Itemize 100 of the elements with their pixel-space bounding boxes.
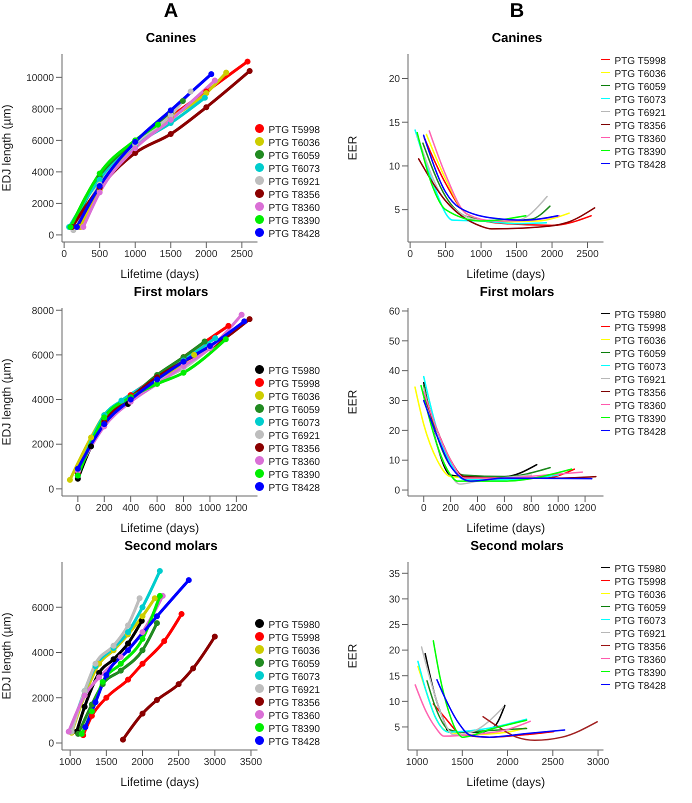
x-tick-label: 400 <box>469 503 486 514</box>
x-tick-label: 800 <box>175 503 192 514</box>
chart-title: Second molars <box>123 538 219 555</box>
y-tick-label: 15 <box>388 118 400 129</box>
y-tick-label: 10 <box>388 696 400 708</box>
y-tick-label: 20 <box>388 74 400 86</box>
legend-label: PTG T5980 <box>268 620 320 631</box>
legend-label: PTG T8356 <box>614 388 666 399</box>
y-axis-title: EDJ length (µm) <box>0 612 14 700</box>
legend-label: PTG T5998 <box>268 633 320 644</box>
y-tick-label: 60 <box>388 306 400 318</box>
y-tick-label: 10 <box>388 456 400 467</box>
legend-label: PTG T8360 <box>268 711 320 722</box>
legend-label: PTG T5998 <box>614 577 666 588</box>
x-tick-label: 2500 <box>576 249 600 260</box>
legend-label: PTG T8356 <box>614 642 666 653</box>
x-tick-label: 1500 <box>160 249 182 260</box>
y-axis-title: EDJ length (µm) <box>0 358 14 446</box>
y-tick-label: 50 <box>388 336 400 348</box>
y-axis-title: EER <box>345 643 360 668</box>
legend-label: PTG T8360 <box>614 655 666 666</box>
legend-label: PTG T6036 <box>614 69 666 80</box>
legend-label: PTG T6073 <box>268 672 320 683</box>
x-tick-label: 2500 <box>230 249 254 260</box>
y-tick-label: 0 <box>394 486 400 497</box>
legend-label: PTG T8360 <box>614 401 666 412</box>
y-tick-label: 0 <box>48 738 54 750</box>
legend-label: PTG T6036 <box>268 138 320 149</box>
legend-label: PTG T6036 <box>268 392 320 403</box>
x-tick-label: 1000 <box>59 757 82 768</box>
x-tick-label: 0 <box>75 503 82 514</box>
legend-label: PTG T6059 <box>614 349 666 360</box>
legend-label: PTG T6059 <box>268 659 320 670</box>
y-tick-label: 0 <box>48 484 54 496</box>
y-tick-label: 5 <box>394 205 400 216</box>
x-tick-label: 800 <box>522 503 540 514</box>
x-tick-label: 0 <box>420 503 427 514</box>
x-tick-label: 600 <box>496 503 514 514</box>
x-tick-label: 1000 <box>406 757 429 768</box>
y-tick-label: 6000 <box>32 350 54 362</box>
y-tick-label: 8000 <box>32 306 54 317</box>
legend-label: PTG T6059 <box>268 151 320 162</box>
text: A <box>162 0 180 23</box>
legend-label: PTG T6059 <box>268 405 320 416</box>
legend-label: PTG T5980 <box>268 366 320 377</box>
x-axis-title: Lifetime (days) <box>466 775 546 789</box>
y-tick-label: 30 <box>388 396 400 408</box>
y-tick-label: 6000 <box>32 602 54 614</box>
x-tick-label: 1200 <box>225 503 248 514</box>
x-axis-title: Lifetime (days) <box>466 267 546 281</box>
legend-label: PTG T6921 <box>614 629 666 640</box>
legend-label: PTG T6073 <box>614 616 666 627</box>
y-tick-label: 15 <box>388 671 400 682</box>
legend-label: PTG T8428 <box>268 229 320 240</box>
x-axis-title: Lifetime (days) <box>120 775 200 789</box>
y-axis-title: EER <box>345 389 360 414</box>
y-tick-label: 4000 <box>32 648 54 660</box>
x-tick-label: 600 <box>148 503 166 514</box>
legend-label: PTG T8390 <box>268 470 320 481</box>
legend-label: PTG T6073 <box>614 95 666 106</box>
x-tick-label: 2500 <box>168 757 190 768</box>
legend-label: PTG T6073 <box>268 164 320 175</box>
y-tick-label: 20 <box>388 426 400 437</box>
x-axis-title: Lifetime (days) <box>120 267 200 281</box>
y-tick-label: 30 <box>388 594 400 606</box>
legend-label: PTG T8356 <box>268 698 320 709</box>
x-tick-label: 2000 <box>131 757 154 768</box>
legend-label: PTG T5998 <box>268 379 320 390</box>
x-tick-label: 3000 <box>586 757 610 768</box>
legend-label: PTG T8428 <box>268 483 320 494</box>
chart-title: Second molars <box>469 538 565 555</box>
x-tick-label: 200 <box>96 503 114 514</box>
x-tick-label: 1000 <box>198 503 222 514</box>
legend-label: PTG T8360 <box>268 203 320 214</box>
legend-label: PTG T5998 <box>268 125 320 136</box>
x-axis-title: Lifetime (days) <box>466 521 546 535</box>
x-tick-label: 2500 <box>542 757 564 768</box>
y-tick-label: 35 <box>388 568 400 580</box>
legend-label: PTG T6073 <box>614 362 666 373</box>
legend-label: PTG T8356 <box>268 190 320 201</box>
legend-label: PTG T6059 <box>614 603 666 614</box>
legend-label: PTG T6921 <box>614 375 666 386</box>
x-tick-label: 1000 <box>124 249 147 260</box>
legend-label: PTG T8390 <box>268 216 320 227</box>
legend-label: PTG T5998 <box>614 323 666 334</box>
x-tick-label: 500 <box>437 249 454 260</box>
x-tick-label: 200 <box>442 503 460 514</box>
legend-label: PTG T5980 <box>614 564 666 575</box>
x-tick-label: 2000 <box>195 249 218 260</box>
x-tick-label: 1500 <box>95 757 118 768</box>
x-tick-label: 1500 <box>451 757 474 768</box>
legend-label: PTG T8356 <box>614 121 666 132</box>
legend-label: PTG T8428 <box>614 160 666 171</box>
x-axis-title: Lifetime (days) <box>120 521 200 535</box>
legend-label: PTG T6921 <box>268 177 320 188</box>
legend-label: PTG T6073 <box>268 418 320 429</box>
chart-title: Canines <box>144 30 198 47</box>
legend-label: PTG T8428 <box>614 427 666 438</box>
legend-label: PTG T5980 <box>614 310 666 321</box>
y-tick-label: 25 <box>388 620 400 632</box>
